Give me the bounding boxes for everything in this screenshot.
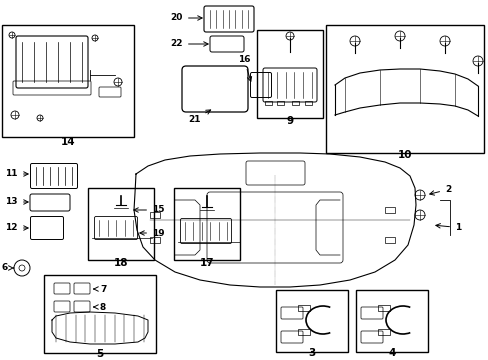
- Text: 6: 6: [2, 264, 14, 273]
- Text: 10: 10: [397, 150, 411, 160]
- Text: 8: 8: [94, 302, 106, 311]
- Text: 20: 20: [170, 13, 202, 22]
- Bar: [384, 207, 394, 213]
- Bar: [276, 101, 283, 105]
- Bar: [297, 305, 309, 311]
- Bar: [44, 275, 156, 353]
- Bar: [291, 101, 298, 105]
- Bar: [174, 188, 240, 260]
- Bar: [150, 212, 160, 218]
- Text: 19: 19: [140, 229, 164, 238]
- Text: 3: 3: [308, 348, 315, 358]
- Bar: [150, 237, 160, 243]
- Bar: [377, 329, 389, 335]
- Text: 18: 18: [114, 258, 128, 268]
- Bar: [297, 329, 309, 335]
- Text: 2: 2: [429, 185, 450, 195]
- Text: 17: 17: [199, 258, 214, 268]
- Text: 12: 12: [5, 224, 28, 233]
- Bar: [377, 305, 389, 311]
- Text: 15: 15: [134, 206, 164, 215]
- Bar: [325, 25, 483, 153]
- Text: 14: 14: [61, 137, 75, 147]
- Bar: [384, 237, 394, 243]
- Bar: [275, 290, 347, 352]
- Text: 9: 9: [286, 116, 293, 126]
- Bar: [88, 188, 154, 260]
- Text: 13: 13: [5, 198, 28, 207]
- Bar: [2, 25, 134, 137]
- Bar: [304, 101, 311, 105]
- Text: 4: 4: [387, 348, 395, 358]
- Text: 22: 22: [170, 40, 208, 49]
- Text: 1: 1: [435, 223, 460, 232]
- Text: 11: 11: [5, 170, 28, 179]
- Bar: [355, 290, 427, 352]
- Text: 21: 21: [187, 110, 210, 124]
- Text: 5: 5: [96, 349, 103, 359]
- Text: 7: 7: [94, 284, 106, 293]
- Text: 16: 16: [237, 55, 251, 81]
- Bar: [264, 101, 271, 105]
- Bar: [257, 30, 323, 118]
